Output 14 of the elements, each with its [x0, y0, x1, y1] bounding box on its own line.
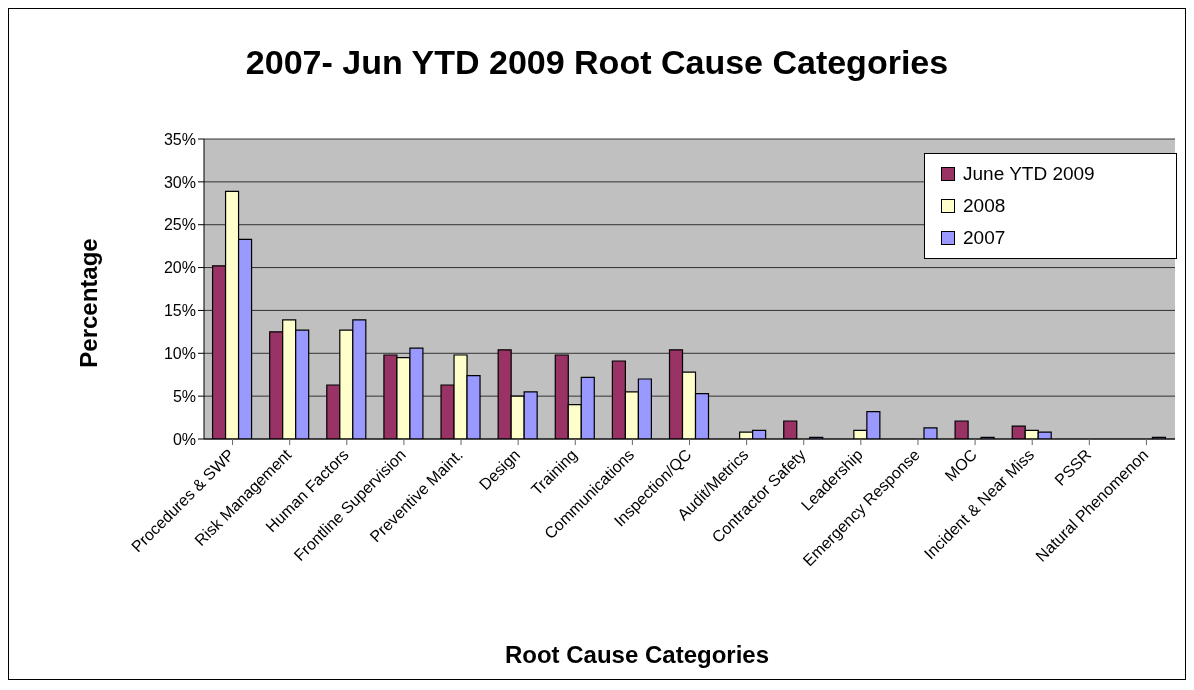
y-tick-label: 35%	[163, 130, 196, 148]
legend-label: 2008	[963, 194, 1006, 218]
y-tick-label: 30%	[163, 173, 196, 191]
y-tick-label: 0%	[172, 430, 196, 448]
y-tick-label: 5%	[172, 387, 196, 405]
legend-label: June YTD 2009	[963, 162, 1095, 186]
chart-title: 2007- Jun YTD 2009 Root Cause Categories	[244, 43, 950, 82]
y-tick-label: 10%	[163, 344, 196, 362]
y-axis-title: Percentage	[75, 237, 103, 370]
y-tick-label: 25%	[163, 216, 196, 234]
x-axis-title: Root Cause Categories	[503, 641, 771, 669]
y-tick-label: 15%	[163, 302, 196, 320]
legend-label: 2007	[963, 226, 1006, 250]
y-tick-label: 20%	[163, 259, 196, 277]
